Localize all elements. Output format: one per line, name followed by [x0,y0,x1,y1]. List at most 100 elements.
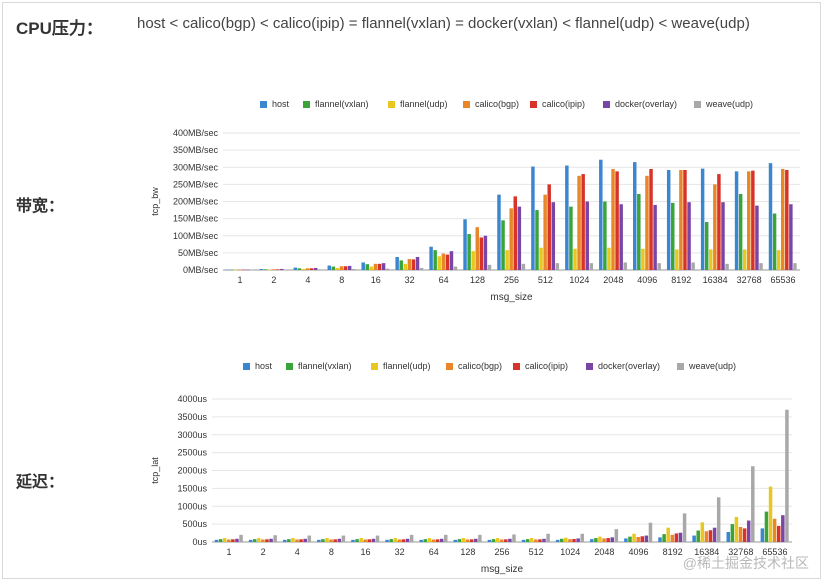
legend-swatch [603,101,610,108]
legend-swatch [371,363,378,370]
legend-item-calico-ipip: calico(ipip) [530,99,585,109]
legend-swatch [388,101,395,108]
bar-calico-ipip-32 [401,539,406,542]
bar-calico-ipip-512 [547,184,551,270]
cpu-pressure-label: CPU压力： [16,19,103,38]
bar-docker-overlay-4 [303,538,307,542]
bar-flannel-vxlan-4 [287,539,291,542]
bar-flannel-udp-8192 [666,527,670,542]
bar-calico-ipip-16384 [717,174,721,270]
bar-flannel-udp-2 [267,269,272,271]
legend-item-host: host [260,99,290,109]
x-tick-label: 32 [395,547,405,557]
bar-flannel-udp-512 [529,538,534,542]
bar-flannel-vxlan-2048 [594,538,598,542]
bar-weave-udp-8192 [691,262,695,270]
bar-docker-overlay-512 [551,202,556,270]
bar-flannel-vxlan-8 [321,539,325,542]
y-tick-label: 1000us [177,501,207,511]
bar-weave-udp-128 [478,534,482,542]
bar-flannel-vxlan-256 [491,539,496,542]
x-tick-label: 2048 [603,275,623,285]
y-tick-label: 3000us [177,430,207,440]
bar-host-512 [531,166,535,270]
bar-flannel-udp-65536 [768,486,773,542]
cpu-pressure-ranking: host < calico(bgp) < calico(ipip) = flan… [137,15,750,32]
bar-calico-bgp-8192 [679,169,683,270]
y-tick-label: 2500us [177,448,207,458]
bar-host-32768 [734,171,739,270]
bar-docker-overlay-8192 [678,532,683,542]
bar-docker-overlay-8192 [687,202,691,270]
bar-calico-ipip-128 [479,237,484,270]
bar-weave-udp-512 [555,263,560,270]
bar-host-16 [351,539,355,542]
bar-docker-overlay-2048 [610,537,614,542]
bar-weave-udp-1024 [589,263,594,270]
bar-flannel-vxlan-256 [501,220,505,270]
bar-calico-ipip-8 [333,539,337,542]
bar-weave-udp-128 [487,264,492,270]
legend-item-calico-bgp: calico(bgp) [446,361,502,371]
bar-flannel-udp-1024 [573,248,577,270]
latency-chart: host flannel(vxlan) flannel(udp) calico(bgp… [150,361,792,575]
y-tick-label: 3500us [177,412,207,422]
bar-flannel-vxlan-512 [525,539,530,542]
bar-host-1024 [565,165,569,270]
bar-flannel-vxlan-2 [252,539,257,542]
legend-item-weave-udp: weave(udp) [677,361,736,371]
bar-weave-udp-16 [385,268,390,270]
bar-calico-ipip-4 [309,268,314,270]
bar-docker-overlay-16384 [712,527,717,542]
bar-calico-ipip-16 [377,263,382,270]
legend-label: docker(overlay) [598,361,660,371]
legend-item-flannel-vxlan: flannel(vxlan) [286,361,352,371]
bar-weave-udp-16 [375,535,380,542]
bar-calico-bgp-32768 [747,171,751,270]
bar-weave-udp-2 [284,269,288,271]
bar-docker-overlay-1024 [585,201,589,270]
bar-calico-ipip-1024 [572,538,576,542]
bar-host-256 [487,539,492,542]
x-tick-label: 2 [271,275,276,285]
x-tick-label: 4096 [628,547,648,557]
bar-flannel-udp-16 [369,266,374,270]
bar-docker-overlay-1 [246,269,250,271]
x-tick-label: 512 [538,275,553,285]
bar-flannel-udp-256 [495,538,500,542]
legend-label: flannel(udp) [400,99,448,109]
x-tick-label: 16384 [703,275,728,285]
bar-host-32 [395,256,399,270]
bar-docker-overlay-65536 [781,515,785,542]
watermark: @稀土掘金技术社区 [682,555,809,571]
bar-calico-bgp-65536 [780,168,785,270]
bar-calico-bgp-16384 [713,184,717,270]
bar-flannel-vxlan-32768 [738,193,743,270]
bar-flannel-udp-2048 [607,247,611,270]
bar-docker-overlay-32 [405,538,410,542]
bar-flannel-udp-8 [335,267,340,270]
bar-docker-overlay-4 [313,267,318,270]
bar-weave-udp-8 [351,268,356,270]
bar-flannel-udp-512 [539,247,543,270]
bandwidth-chart: host flannel(vxlan) flannel(udp) calico(bgp… [150,99,800,303]
x-tick-label: 32768 [728,547,753,557]
bar-calico-bgp-16 [363,539,367,542]
bar-flannel-vxlan-1024 [560,538,564,542]
x-tick-label: 1 [227,547,232,557]
bar-docker-overlay-128 [474,538,478,542]
bar-docker-overlay-64 [439,538,444,542]
bar-flannel-vxlan-1024 [569,206,573,270]
bar-weave-udp-4096 [648,522,653,542]
bar-calico-ipip-512 [538,539,542,542]
bar-docker-overlay-16384 [721,202,725,270]
bar-host-64 [419,539,423,542]
bar-calico-bgp-8 [339,266,344,270]
bar-docker-overlay-16 [371,538,376,542]
legend-swatch [586,363,593,370]
x-tick-label: 16 [371,275,381,285]
bar-weave-udp-4 [318,269,322,270]
bar-calico-ipip-4096 [649,168,653,270]
bar-docker-overlay-1024 [576,538,580,542]
bar-weave-udp-65536 [793,263,797,270]
